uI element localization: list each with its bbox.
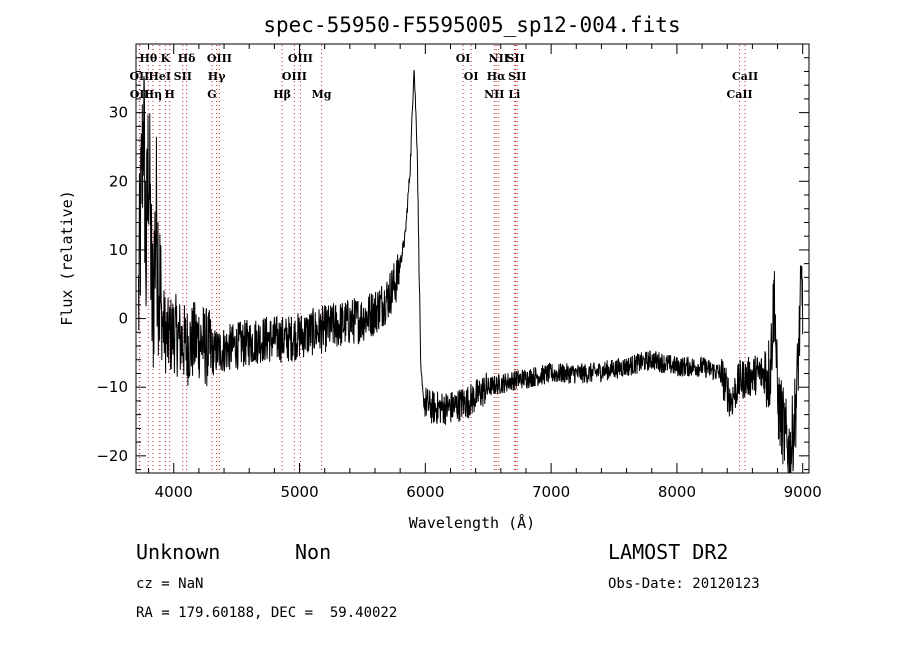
emission-line-label: Hα	[487, 70, 506, 83]
y-tick-label: 20	[109, 172, 128, 190]
emission-line-label: OIII	[207, 52, 232, 65]
y-tick-label: 0	[118, 310, 128, 328]
emission-line-label: G	[207, 88, 216, 101]
observation-date: Obs-Date: 20120123	[608, 576, 760, 592]
emission-line-label: Hβ	[273, 88, 291, 101]
x-tick-label: 9000	[784, 483, 822, 501]
emission-line-label: H	[165, 88, 175, 101]
x-tick-label: 5000	[280, 483, 318, 501]
redshift-value: cz = NaN	[136, 576, 204, 592]
chart-title: spec-55950-F5595005_sp12-004.fits	[263, 13, 680, 37]
emission-line-label: CaII	[732, 70, 758, 83]
emission-line-label: NII	[489, 52, 509, 65]
y-tick-label: 30	[109, 104, 128, 122]
emission-line-label: HeI	[149, 70, 172, 83]
emission-line-label: SII	[174, 70, 192, 83]
emission-line-label: Hη	[144, 88, 162, 101]
emission-line-label: OI	[456, 52, 471, 65]
emission-line-label: OIII	[282, 70, 307, 83]
object-subclass: Non	[295, 540, 332, 564]
emission-line-label: OIII	[288, 52, 313, 65]
emission-line-label: SII	[508, 70, 526, 83]
plot-frame	[135, 43, 810, 474]
x-tick-label: 7000	[532, 483, 570, 501]
y-axis-label: Flux (relative)	[58, 190, 76, 325]
y-tick-label: 10	[109, 241, 128, 259]
emission-line-label: NII	[484, 88, 504, 101]
y-tick-label: −10	[96, 378, 128, 396]
y-axis: −20 −10 0 10 20 30	[96, 43, 809, 471]
survey-name: LAMOST DR2	[608, 540, 729, 564]
x-tick-label: 4000	[155, 483, 193, 501]
spectrum-line	[138, 69, 804, 474]
emission-line-label: Hθ	[139, 52, 157, 65]
emission-line-label: Mg	[312, 88, 332, 101]
emission-line-label: Hδ	[178, 52, 196, 65]
coordinates: RA = 179.60188, DEC = 59.40022	[136, 605, 398, 621]
y-tick-label: −20	[96, 447, 128, 465]
x-tick-label: 8000	[658, 483, 696, 501]
emission-line-label: Li	[508, 88, 520, 101]
emission-line-label: SII	[506, 52, 524, 65]
x-axis-label: Wavelength (Å)	[409, 513, 535, 532]
emission-line-label: CaII	[726, 88, 752, 101]
emission-line-label: K	[161, 52, 171, 65]
emission-line-label: OI	[464, 70, 479, 83]
x-axis: 4000 5000 6000 7000 8000 9000	[148, 44, 822, 501]
emission-line-label: Hγ	[208, 70, 226, 83]
x-tick-label: 6000	[406, 483, 444, 501]
object-class: Unknown	[136, 540, 221, 564]
